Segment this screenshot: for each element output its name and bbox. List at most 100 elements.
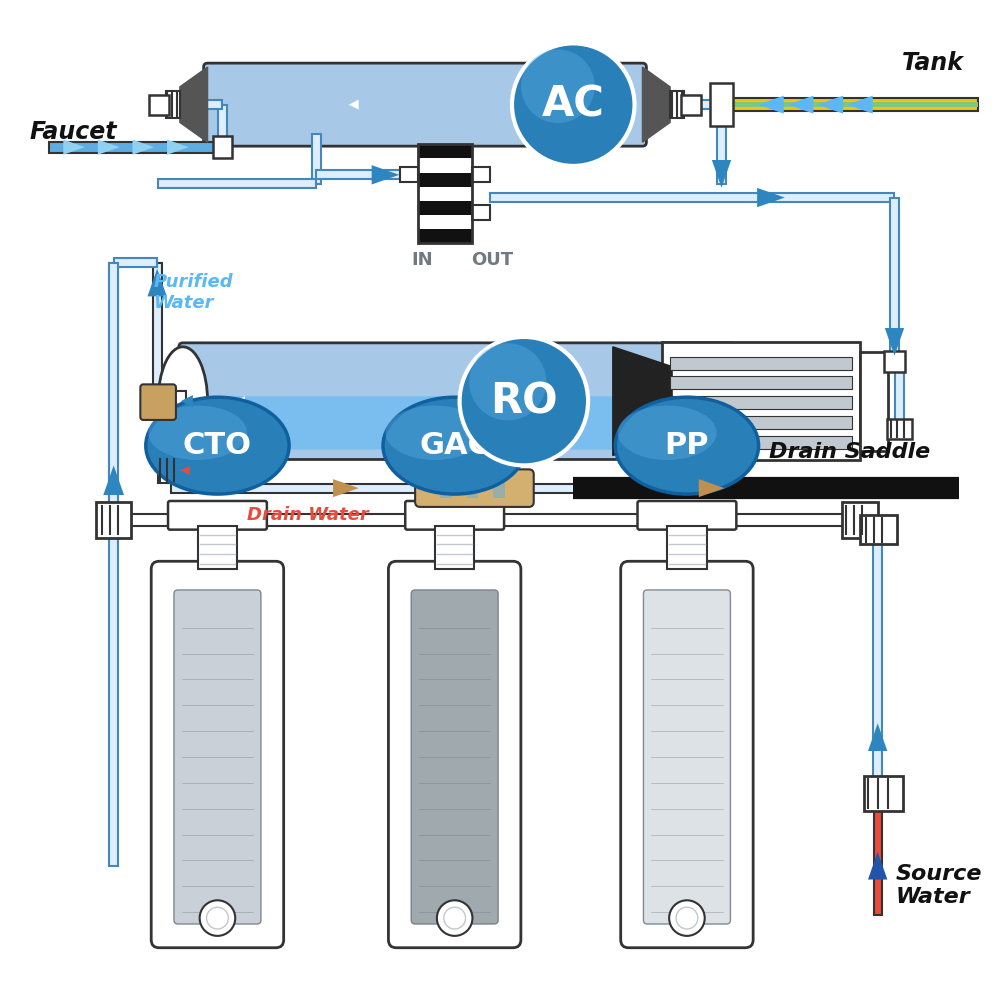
FancyBboxPatch shape — [179, 343, 735, 459]
Polygon shape — [642, 67, 670, 142]
Text: Tank: Tank — [902, 51, 964, 75]
Circle shape — [200, 900, 235, 936]
Text: Drain Water: Drain Water — [247, 506, 369, 524]
Bar — [418, 187, 472, 201]
Text: Faucet: Faucet — [30, 120, 117, 144]
Bar — [873, 520, 882, 797]
Circle shape — [521, 49, 595, 123]
Bar — [670, 357, 852, 370]
FancyBboxPatch shape — [643, 590, 730, 924]
Polygon shape — [817, 96, 843, 114]
Bar — [418, 159, 472, 172]
Circle shape — [207, 907, 228, 929]
Bar — [662, 342, 860, 460]
Bar — [114, 258, 157, 267]
Bar — [158, 100, 222, 109]
Bar — [895, 362, 904, 429]
Bar — [158, 391, 186, 411]
Bar — [171, 484, 949, 493]
Text: Purified
Water: Purified Water — [153, 273, 233, 312]
Bar — [96, 502, 131, 538]
Bar — [158, 457, 180, 483]
Bar — [440, 478, 452, 498]
Text: GAC: GAC — [419, 431, 490, 460]
Bar — [860, 357, 894, 366]
Bar — [842, 502, 878, 538]
Text: PP: PP — [665, 431, 709, 460]
Bar — [316, 170, 400, 179]
FancyBboxPatch shape — [405, 501, 504, 530]
Polygon shape — [333, 479, 359, 497]
Text: AC: AC — [542, 84, 605, 126]
FancyBboxPatch shape — [638, 501, 736, 530]
Bar — [400, 167, 418, 182]
Bar — [213, 136, 232, 158]
Polygon shape — [132, 140, 154, 155]
Bar — [467, 478, 478, 498]
Bar — [153, 263, 162, 387]
FancyBboxPatch shape — [411, 590, 498, 924]
FancyBboxPatch shape — [415, 469, 534, 507]
Bar — [167, 480, 175, 483]
Circle shape — [444, 907, 466, 929]
Bar — [198, 526, 237, 569]
Bar — [149, 95, 169, 115]
Bar — [49, 142, 222, 153]
Bar — [670, 91, 684, 118]
Polygon shape — [699, 479, 724, 497]
Bar — [418, 229, 472, 243]
Text: IN: IN — [412, 251, 433, 269]
Polygon shape — [167, 140, 189, 155]
Bar — [312, 134, 321, 184]
Bar — [114, 514, 860, 526]
FancyBboxPatch shape — [140, 384, 176, 420]
Bar — [670, 376, 852, 389]
Bar — [493, 478, 505, 498]
Bar — [418, 144, 472, 243]
Circle shape — [512, 43, 635, 166]
FancyBboxPatch shape — [621, 561, 753, 948]
Bar — [681, 95, 701, 115]
Bar — [667, 526, 707, 569]
FancyBboxPatch shape — [168, 501, 267, 530]
Bar — [472, 167, 490, 182]
Ellipse shape — [146, 397, 289, 494]
Bar — [670, 416, 852, 429]
Bar — [109, 263, 118, 866]
Bar — [418, 215, 472, 229]
FancyBboxPatch shape — [181, 396, 733, 450]
Polygon shape — [788, 96, 813, 114]
Text: CTO: CTO — [183, 431, 252, 460]
Polygon shape — [372, 165, 399, 185]
Text: OUT: OUT — [471, 251, 513, 269]
Bar — [218, 105, 227, 147]
Bar — [670, 396, 852, 409]
Polygon shape — [180, 67, 208, 142]
Bar — [670, 436, 852, 449]
Polygon shape — [757, 188, 785, 207]
Bar — [490, 193, 894, 202]
Bar — [733, 98, 978, 111]
Polygon shape — [885, 328, 904, 356]
Text: Source
Water: Source Water — [895, 864, 982, 907]
Polygon shape — [712, 160, 731, 188]
Text: Drain Saddle: Drain Saddle — [769, 442, 931, 462]
Polygon shape — [868, 852, 887, 880]
Bar — [733, 102, 978, 107]
Polygon shape — [63, 140, 85, 155]
Bar — [166, 91, 180, 118]
FancyBboxPatch shape — [151, 561, 284, 948]
Bar — [109, 263, 118, 520]
Text: RO: RO — [490, 380, 558, 422]
Bar — [864, 776, 903, 811]
Bar — [874, 811, 882, 915]
Polygon shape — [147, 269, 167, 296]
Bar — [890, 198, 899, 352]
Circle shape — [676, 907, 698, 929]
Polygon shape — [98, 140, 120, 155]
Bar — [418, 173, 472, 187]
Polygon shape — [758, 96, 784, 114]
Ellipse shape — [618, 406, 717, 460]
Bar — [884, 351, 905, 372]
Polygon shape — [868, 723, 887, 751]
